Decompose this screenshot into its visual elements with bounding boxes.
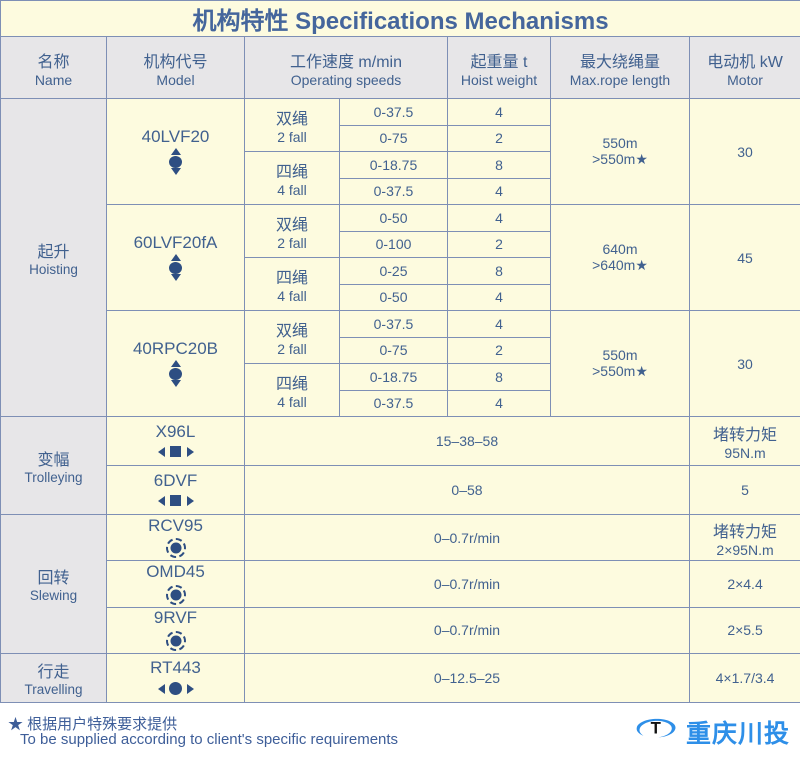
svg-text:T: T xyxy=(651,719,662,738)
